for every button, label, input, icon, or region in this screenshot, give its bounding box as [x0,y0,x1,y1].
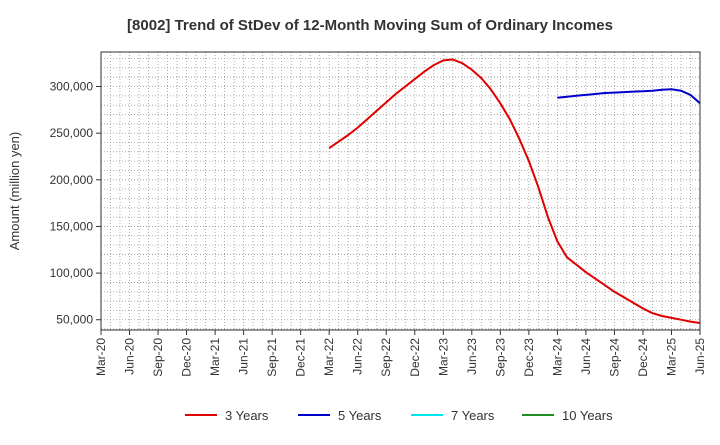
chart-title: [8002] Trend of StDev of 12-Month Moving… [127,17,613,34]
legend-label: 10 Years [562,408,613,423]
x-tick-label: Dec-22 [408,338,422,377]
legend: 3 Years 5 Years 7 Years 10 Years [185,408,613,423]
x-tick-label: Jun-25 [693,338,707,375]
x-tick-label: Mar-25 [664,338,678,376]
x-tick-label: Mar-23 [436,338,450,376]
series-line [557,88,701,105]
x-tick-label: Sep-24 [607,338,621,377]
x-tick-label: Sep-23 [493,338,507,377]
x-tick-label: Mar-20 [94,338,108,376]
x-tick-label: Dec-24 [636,338,650,377]
y-tick-label: 100,000 [50,266,94,280]
y-tick-label: 250,000 [50,126,94,140]
x-tick-label: Jun-22 [351,338,365,375]
x-tick-label: Sep-22 [379,338,393,377]
y-axis-label: Amount (million yen) [7,132,22,251]
x-tick-label: Jun-24 [579,338,593,375]
y-axis-ticks: 50,000 100,000 150,000 200,000 250,000 300,00… [50,80,101,327]
x-tick-label: Mar-24 [550,338,564,376]
x-tick-label: Sep-21 [265,338,279,377]
legend-label: 5 Years [338,408,382,423]
grid-lines [101,52,700,330]
x-tick-label: Mar-22 [322,338,336,376]
x-axis-ticks: Mar-20 Jun-20 Sep-20 Dec-20 Mar-21 Jun-21 Sep-… [94,330,707,377]
x-tick-label: Dec-20 [180,338,194,377]
x-tick-label: Jun-20 [123,338,137,375]
series-lines [328,58,701,324]
y-tick-label: 200,000 [50,173,94,187]
x-tick-label: Dec-21 [294,338,308,377]
x-tick-label: Jun-21 [237,338,251,375]
x-tick-label: Jun-23 [465,338,479,375]
y-tick-label: 300,000 [50,80,94,94]
x-tick-label: Sep-20 [151,338,165,377]
legend-label: 7 Years [451,408,495,423]
x-tick-label: Mar-21 [208,338,222,376]
series-line [328,58,701,324]
x-tick-label: Dec-23 [522,338,536,377]
y-tick-label: 150,000 [50,219,94,233]
y-tick-label: 50,000 [56,313,93,327]
plot-area-border [100,51,701,331]
legend-label: 3 Years [225,408,269,423]
